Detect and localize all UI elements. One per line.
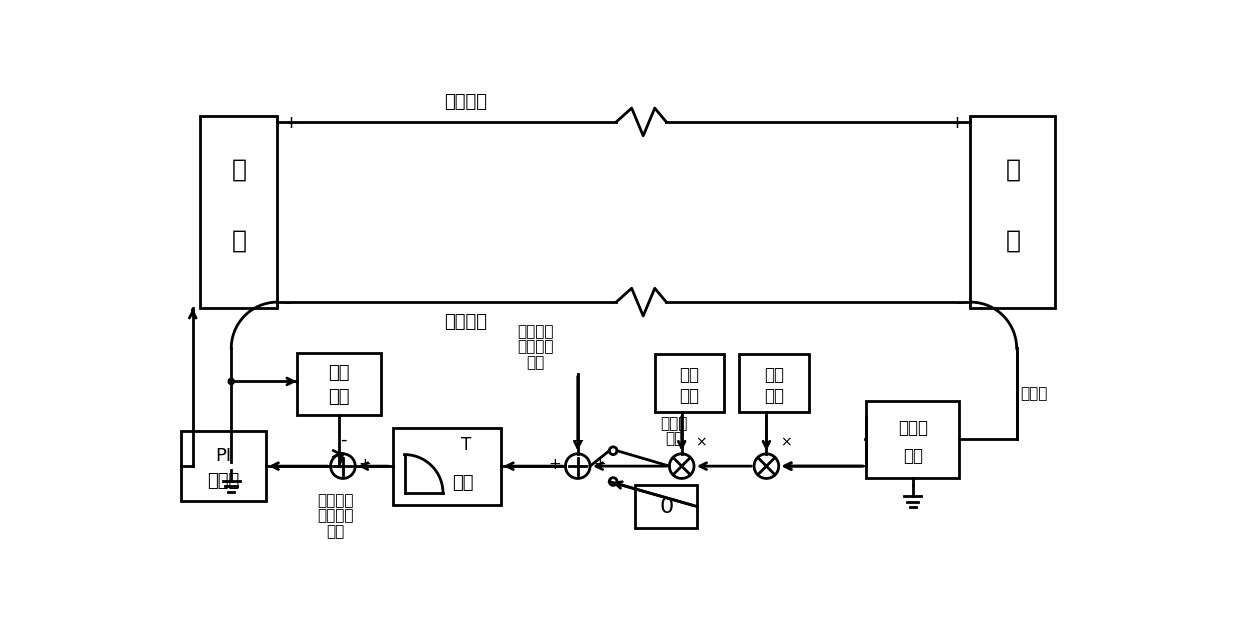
Text: 0: 0 <box>660 497 673 516</box>
Text: 补偿: 补偿 <box>764 366 784 384</box>
Text: T: T <box>461 435 471 453</box>
Bar <box>739 354 808 412</box>
Bar <box>201 116 278 308</box>
Text: 补偿电: 补偿电 <box>661 416 688 431</box>
Text: 系数: 系数 <box>764 387 784 405</box>
Text: 采样: 采样 <box>903 447 923 465</box>
Text: 补偿后输: 补偿后输 <box>317 493 353 508</box>
Text: 补偿前输: 补偿前输 <box>517 324 553 339</box>
Text: 出电压给: 出电压给 <box>317 509 353 524</box>
Text: 电压: 电压 <box>329 365 350 383</box>
Bar <box>655 354 724 412</box>
Circle shape <box>228 379 234 384</box>
Text: 细导线: 细导线 <box>1021 386 1048 401</box>
Text: +: + <box>358 457 371 472</box>
Text: 系数: 系数 <box>680 387 699 405</box>
Text: 调节器: 调节器 <box>207 473 239 490</box>
Text: 校准: 校准 <box>680 366 699 384</box>
Text: 负: 负 <box>1006 158 1021 182</box>
Text: ×: × <box>780 435 792 450</box>
Text: +: + <box>572 434 584 450</box>
Text: 出电压给: 出电压给 <box>517 339 553 354</box>
Text: -: - <box>340 431 346 450</box>
Text: PI: PI <box>216 447 232 465</box>
Text: -: - <box>957 294 965 313</box>
Bar <box>867 401 959 478</box>
Text: 电: 电 <box>232 158 247 182</box>
Text: 定值: 定值 <box>526 355 544 370</box>
Text: 滤波: 滤波 <box>453 474 474 492</box>
Text: -: - <box>284 294 290 313</box>
Text: +: + <box>284 115 299 133</box>
Bar <box>635 486 697 527</box>
Text: 定值: 定值 <box>326 524 345 539</box>
Text: 载: 载 <box>1006 229 1021 253</box>
Text: 反馈: 反馈 <box>329 388 350 406</box>
Bar <box>181 431 265 501</box>
Text: +: + <box>593 457 606 472</box>
Text: 第一电缆: 第一电缆 <box>445 93 487 111</box>
Text: 压值: 压值 <box>665 431 683 446</box>
Text: 第二电缆: 第二电缆 <box>445 313 487 331</box>
Text: ×: × <box>696 435 707 450</box>
Text: +: + <box>950 115 965 133</box>
Bar <box>393 428 501 505</box>
Text: +: + <box>548 457 560 472</box>
Text: 源: 源 <box>232 229 247 253</box>
Bar <box>296 353 382 415</box>
Text: 单片机: 单片机 <box>898 419 928 437</box>
Bar <box>971 116 1055 308</box>
